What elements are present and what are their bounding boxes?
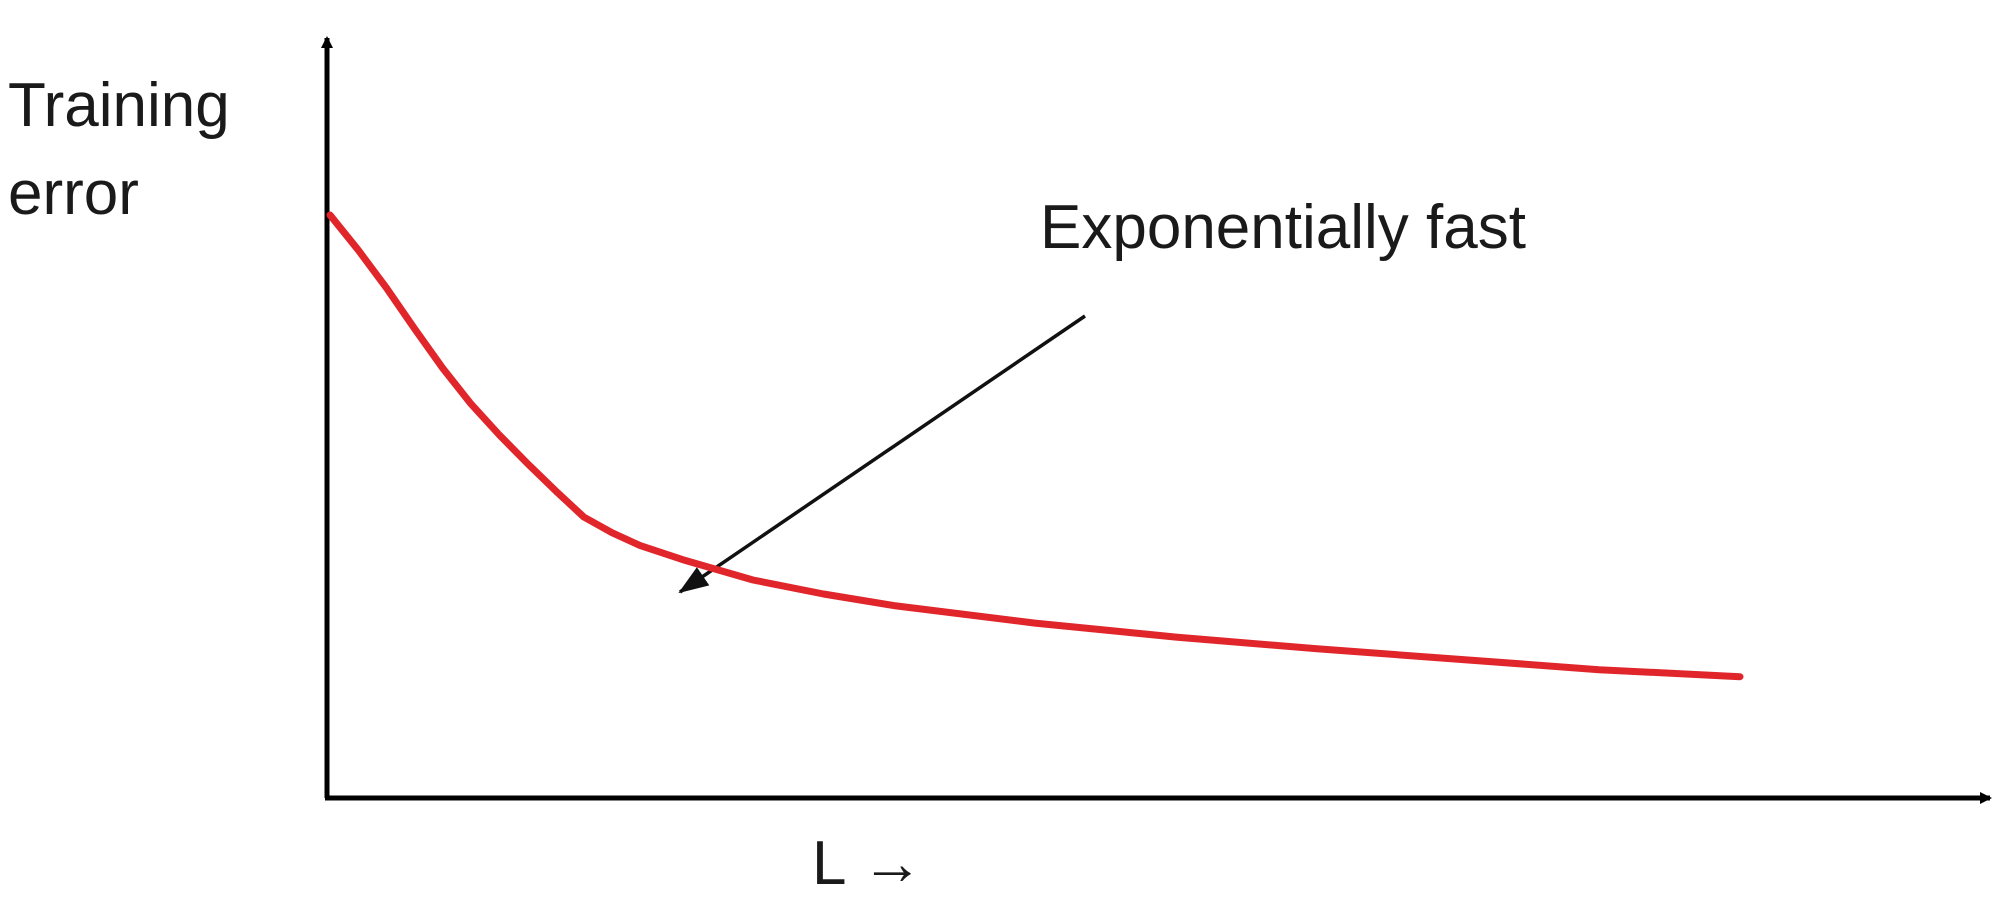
x-axis-label: L → (812, 829, 923, 898)
y-axis-label-line-2: error (8, 159, 139, 228)
annotation-arrow (678, 314, 1086, 594)
annotation-label: Exponentially fast (1040, 193, 1526, 262)
series-layer (326, 211, 1744, 681)
series-line-0 (326, 211, 1744, 681)
y-axis-label-line-1: Training (8, 71, 230, 140)
